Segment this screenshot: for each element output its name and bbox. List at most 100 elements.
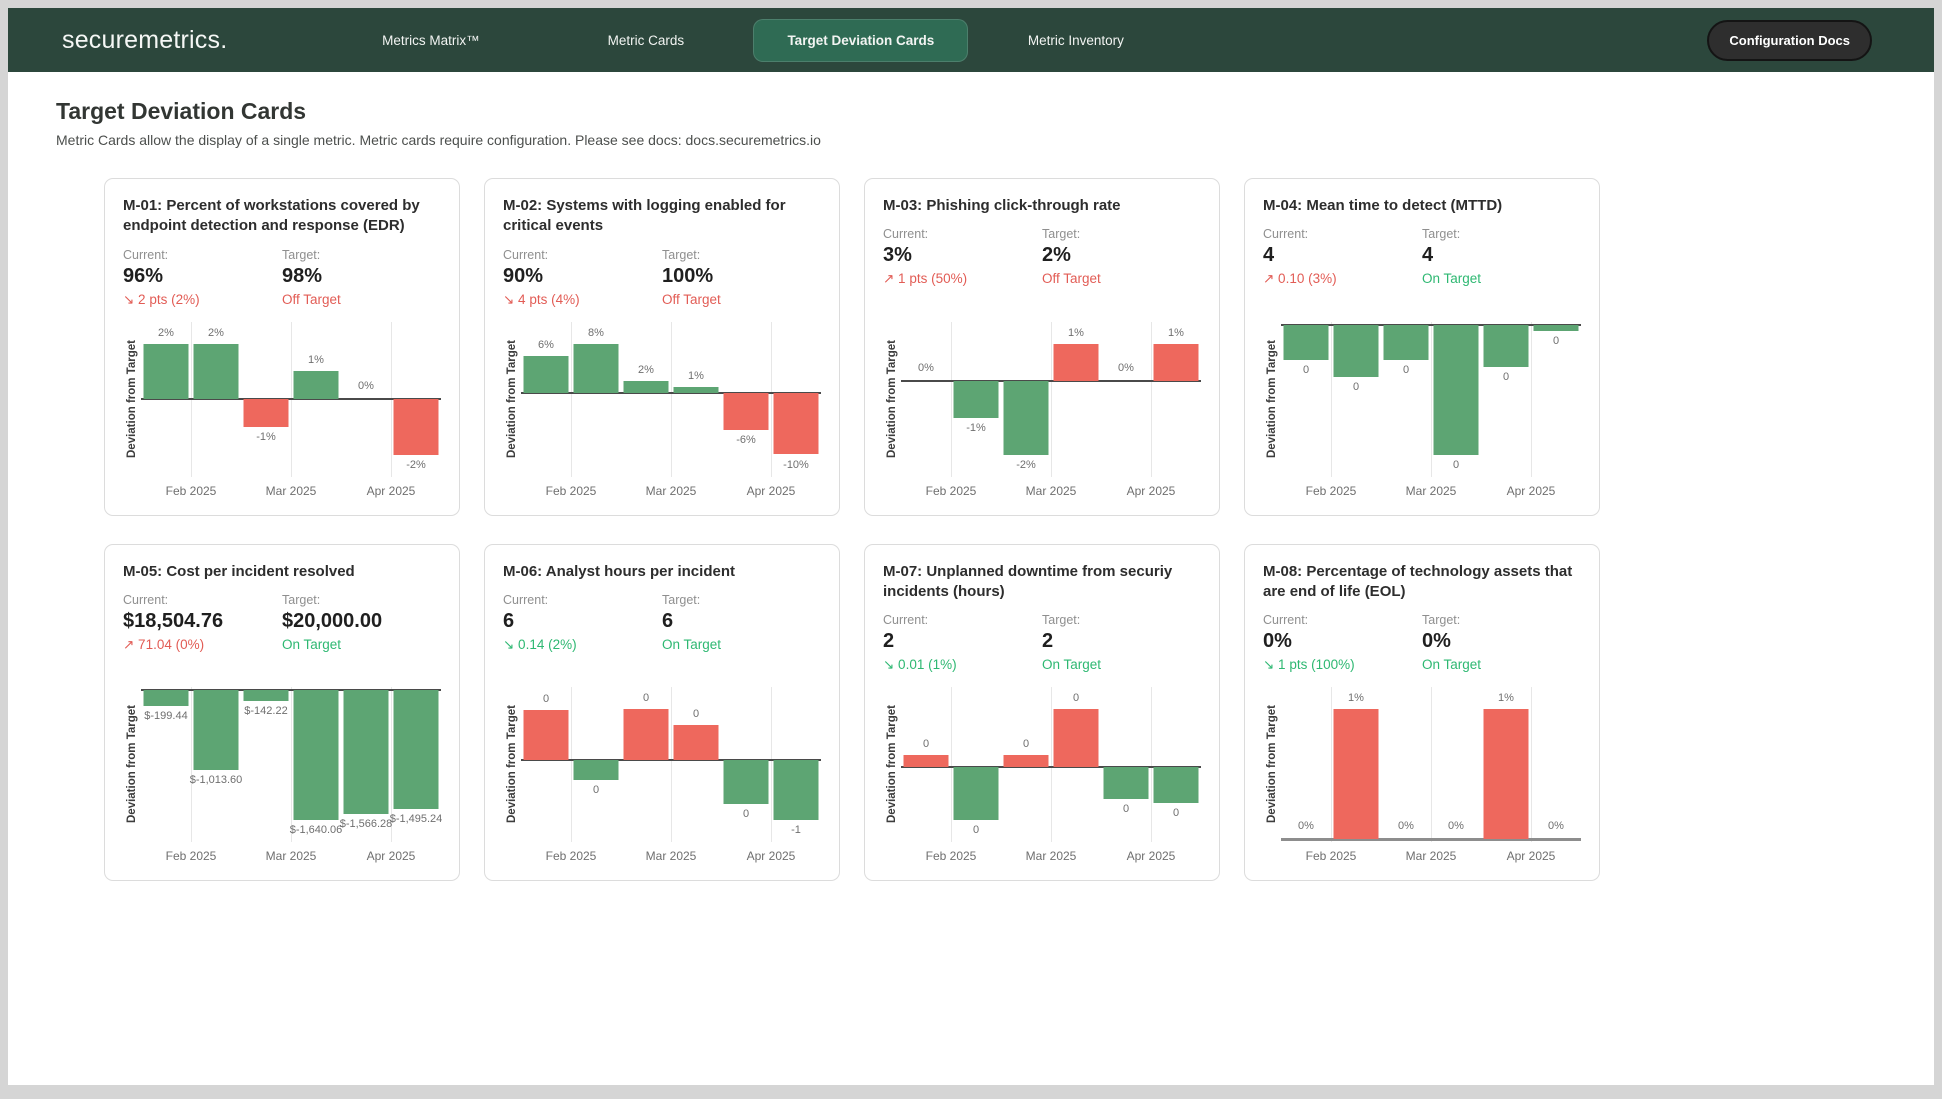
current-label: Current: [1263, 613, 1309, 627]
y-axis: Deviation from Target [883, 322, 901, 499]
bar [1383, 324, 1429, 361]
deviation-chart: Deviation from Target 0 0 0 0 0 0 Feb 2025 Mar 2… [883, 687, 1201, 864]
x-tick-label: Feb 2025 [1305, 483, 1357, 498]
x-axis-labels: Feb 2025 Mar 2025 Apr 2025 [141, 477, 441, 499]
x-tick-label: Feb 2025 [165, 849, 217, 863]
bar-label: 0% [1118, 361, 1134, 374]
y-axis: Deviation from Target [503, 322, 521, 499]
chart-plot: 0 0 0 0 0 0 [901, 687, 1201, 842]
bar-label: 6% [538, 338, 554, 351]
chart-plot: 0 0 0 0 0 0 [1281, 321, 1581, 477]
x-tick-label: Apr 2025 [1506, 849, 1556, 863]
delta-indicator: ↘ 1 pts (100%) [1263, 657, 1355, 672]
target-label: Target: [1042, 227, 1081, 242]
gridline [571, 687, 572, 842]
delta-indicator: ↘ 4 pts (4%) [503, 291, 580, 307]
bar [393, 690, 439, 809]
app-window: securemetrics. Metrics Matrix™ Metric Car… [8, 8, 1934, 1085]
bar-label: 0 [1552, 335, 1560, 347]
bar [1483, 709, 1529, 839]
bar [393, 399, 439, 455]
x-tick-label: Apr 2025 [1506, 483, 1556, 498]
current-label: Current: [503, 247, 549, 262]
bar-label: -1 [791, 824, 801, 836]
x-axis-labels: Feb 2025 Mar 2025 Apr 2025 [141, 842, 441, 864]
current-column: Current: 96% ↘ 2 pts (2%) [123, 248, 282, 308]
bar [953, 767, 999, 820]
tab-target-deviation-cards[interactable]: Target Deviation Cards [753, 18, 969, 62]
bar-label: 0 [1072, 692, 1080, 704]
card-title: M-05: Cost per incident resolved [123, 562, 355, 580]
bar-label: 0% [918, 361, 934, 374]
app-logo: securemetrics. [62, 25, 228, 54]
bar [673, 386, 719, 393]
status-badge: On Target [1422, 271, 1482, 287]
zero-axis-line [901, 766, 1201, 769]
x-tick-label: Feb 2025 [1305, 849, 1357, 863]
gridline [390, 687, 392, 842]
y-axis-label: Deviation from Target [1266, 705, 1278, 824]
chart-area: 6% 8% 2% 1% -6% -10% Feb 2025 Mar 2025 Apr 2025 [521, 321, 821, 499]
bar-label: 0 [692, 707, 700, 720]
bar-label: 0 [642, 692, 650, 704]
bar-label: 0% [1548, 820, 1564, 832]
bar [293, 371, 339, 399]
gridline [770, 687, 772, 842]
target-value: 100% [662, 264, 714, 287]
zero-axis-line [521, 759, 821, 762]
gridline [1051, 687, 1052, 842]
bar-label: 0% [358, 380, 374, 392]
x-axis-labels: Feb 2025 Mar 2025 Apr 2025 [901, 477, 1201, 499]
bar [623, 380, 669, 393]
tab-metric-cards[interactable]: Metric Cards [607, 32, 685, 48]
card-title: M-08: Percentage of technology assets th… [1263, 562, 1573, 600]
zero-axis-line [141, 689, 441, 691]
status-badge: On Target [282, 636, 342, 652]
bar [573, 343, 619, 393]
tab-metric-inventory[interactable]: Metric Inventory [1027, 32, 1124, 48]
bar-label: $-142.22 [244, 705, 288, 718]
status-badge: On Target [1422, 657, 1482, 672]
current-value: 6 [503, 609, 515, 632]
bar [143, 343, 189, 399]
delta-indicator: ↘ 2 pts (2%) [123, 291, 200, 307]
current-column: Current: 3% ↗ 1 pts (50%) [883, 227, 1042, 287]
chart-area: 2% 2% -1% 1% 0% -2% Feb 2025 Mar 2025 Apr 2025 [141, 321, 441, 499]
current-value: 0% [1263, 630, 1292, 652]
metric-card-M-02: M-02: Systems with logging enabled for c… [484, 178, 840, 516]
card-title: M-03: Phishing click-through rate [883, 197, 1121, 214]
metric-card-M-04: M-04: Mean time to detect (MTTD) Current:… [1244, 178, 1600, 516]
card-title: M-06: Analyst hours per incident [503, 562, 735, 580]
deviation-chart: Deviation from Target 0% -1% -2% 1% 0% 1% Feb 2… [883, 321, 1201, 499]
metric-card-M-07: M-07: Unplanned downtime from securiy in… [864, 543, 1220, 881]
gridline [1150, 687, 1152, 842]
bar-label: 1% [688, 369, 704, 382]
bar-label: -1% [966, 421, 986, 434]
tab-metrics-matrix[interactable]: Metrics Matrix™ [382, 32, 480, 48]
current-value: $18,504.76 [123, 609, 224, 632]
status-badge: Off Target [282, 291, 341, 307]
gridline [951, 687, 952, 842]
configuration-docs-button[interactable]: Configuration Docs [1707, 19, 1872, 61]
gridline [671, 321, 672, 477]
chart-plot: 0% -1% -2% 1% 0% 1% [901, 321, 1201, 477]
navbar-tabs: Metrics Matrix™ Metric Cards Target Deviat… [323, 18, 1183, 62]
bar [953, 380, 999, 418]
bar [193, 690, 239, 771]
chart-plot: 0 0 0 0 0 -1 [521, 687, 821, 842]
y-axis: Deviation from Target [1263, 322, 1281, 499]
current-column: Current: 0% ↘ 1 pts (100%) [1263, 613, 1422, 673]
y-axis: Deviation from Target [123, 687, 141, 864]
bar [1003, 755, 1049, 768]
card-header: M-06: Analyst hours per incident Current:… [503, 562, 821, 653]
bar-label: $-199.44 [144, 709, 188, 722]
bar-label: $-1,495.24 [389, 812, 443, 825]
bar [1103, 767, 1149, 800]
bar [773, 392, 819, 455]
page-subtitle: Metric Cards allow the display of a sing… [56, 132, 821, 148]
zero-axis-line [521, 391, 821, 394]
bar [1003, 380, 1049, 455]
card-stats: Current: 90% ↘ 4 pts (4%) Target: 100% Off Ta… [503, 248, 821, 308]
target-value: 4 [1422, 244, 1434, 267]
bar [673, 724, 719, 761]
